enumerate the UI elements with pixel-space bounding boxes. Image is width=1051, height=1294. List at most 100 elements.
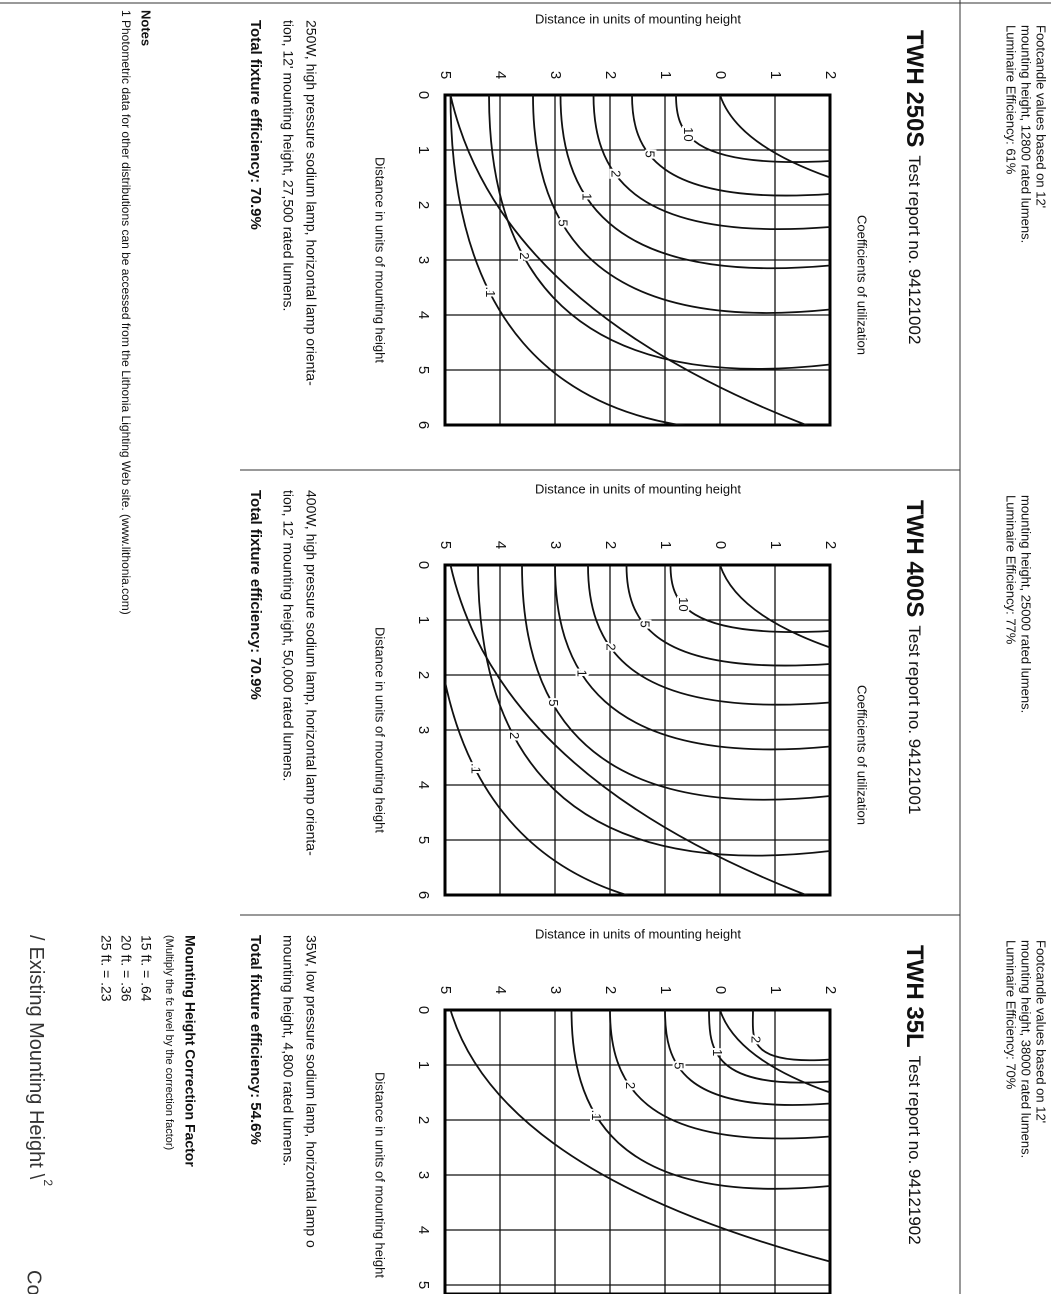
x-tick-label: 1 [415,146,432,154]
x-tick-label: 6 [415,421,432,429]
contour-label: 5 [546,699,561,706]
footnote-line: Footcandle values based on 12' [1034,940,1049,1123]
x-tick-label: 0 [415,561,432,569]
contour-label: 2 [604,643,619,650]
y-axis-title: Distance in units of mounting height [535,926,741,941]
model: TWH 400S [901,500,928,617]
footnote-line: Luminaire Efficiency: 77% [1004,495,1019,645]
contour-line [675,95,830,163]
y-tick-label: 3 [547,541,564,549]
x-tick-label: 1 [415,616,432,624]
x-tick-label: 5 [415,1281,432,1289]
y-tick-label: 2 [602,541,619,549]
y-tick-label: 5 [437,986,454,994]
panel-title: TWH 400S Test report no. 94121001 [901,500,928,814]
correction-row: 20 ft. = .36 [118,935,134,1002]
x-axis-title: Distance in units of mounting height [373,157,388,363]
footnote-line: mounting height, 38000 rated lumens. [1019,940,1034,1158]
contour-line [669,565,830,633]
formula-open: / [25,935,47,941]
contour-label: 2 [749,1036,764,1043]
contour-line [532,95,830,314]
y-tick-label: 5 [437,71,454,79]
y-axis-title: Distance in units of mounting height [535,481,741,496]
footnote-line: mounting height, 12800 rated lumens. [1019,25,1034,243]
y-tick-label: 1 [767,71,784,79]
panel-title: TWH 250S Test report no. 94121002 [901,30,928,344]
corner-curve [719,1010,830,1094]
contour-line [751,1010,830,1062]
contour-label: 10 [681,127,696,141]
y-tick-label: 0 [712,71,729,79]
contour-label: 5 [555,219,570,226]
x-tick-label: 0 [415,1006,432,1014]
corner-curve [719,565,830,649]
contour-line [488,95,830,370]
contour-label: 10 [676,597,691,611]
footnote-line: mounting height, 25000 rated lumens. [1019,495,1034,713]
x-tick-label: 0 [415,91,432,99]
contour-line [587,565,830,706]
contour-line [708,1010,830,1084]
contour-label: 2 [507,732,522,739]
formula-close: \ [25,1174,47,1180]
contour-line [521,565,830,801]
chart-frame [443,1008,832,1294]
contour-label: 1 [710,1049,725,1056]
x-tick-label: 1 [415,1061,432,1069]
contour-line [445,565,830,895]
footnote-line: Luminaire Efficiency: 70% [1004,940,1019,1090]
x-tick-label: 6 [415,891,432,899]
model: TWH 35L [901,945,928,1048]
y-tick-label: 5 [437,541,454,549]
contour-line [609,1010,830,1140]
y-tick-label: 4 [492,541,509,549]
correction-row: 25 ft. = .23 [98,935,114,1002]
description-line: 250W, high pressure sodium lamp, horizon… [303,20,319,386]
y-tick-label: 1 [767,986,784,994]
cu-label: Coefficients of utilization [855,215,870,355]
x-tick-label: 2 [415,201,432,209]
y-tick-label: 2 [602,71,619,79]
description-line: tion, 12' mounting height, 27,500 rated … [280,20,296,311]
contour-label: 2 [609,170,624,177]
description-line: mounting height, 4,800 rated lumens. [280,935,296,1166]
correction-subtitle: (Multiply the fc level by the correction… [163,935,175,1150]
x-tick-label: 4 [415,781,432,789]
efficiency: Total fixture efficiency: 54.6% [247,935,264,1145]
report: Test report no. 94121902 [905,1056,924,1245]
formula-text: Existing Mounting Height [25,947,47,1169]
contour-label: 2 [623,1082,638,1089]
formula-exponent: 2 [41,1179,55,1186]
y-tick-label: 4 [492,71,509,79]
contour-line [554,565,830,751]
x-tick-label: 3 [415,1171,432,1179]
model: TWH 250S [901,30,928,147]
contour-line [559,95,830,270]
chart-frame [443,563,832,897]
contour-label: .1 [589,1110,604,1121]
x-tick-label: 2 [415,671,432,679]
report: Test report no. 94121002 [905,155,924,344]
y-tick-label: 0 [712,541,729,549]
contour-line [592,95,830,230]
formula-trailing: Co [23,1270,45,1294]
y-tick-label: 1 [657,986,674,994]
notes-title: Notes [139,10,154,46]
contour-label: 2 [517,252,532,259]
utilization-curve [449,95,830,425]
x-axis-title: Distance in units of mounting height [373,627,388,833]
y-tick-label: 1 [767,541,784,549]
footnote-line: Footcandle values based on 12' [1034,25,1049,208]
description-line: 400W, high pressure sodium lamp, horizon… [303,490,319,856]
description-line: 35W, low pressure sodium lamp, horizonta… [303,935,319,1248]
x-tick-label: 5 [415,366,432,374]
utilization-curve [449,565,830,895]
y-tick-label: 1 [657,541,674,549]
contour-label: 5 [671,1062,686,1069]
y-tick-label: 2 [822,541,839,549]
contour-label: .1 [483,286,498,297]
